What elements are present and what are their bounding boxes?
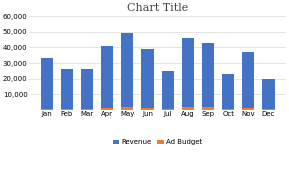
Bar [141,108,153,110]
Bar [162,71,174,110]
Bar [61,69,73,110]
Bar [141,49,153,110]
Bar [101,46,113,110]
Bar [121,33,133,110]
Bar [222,109,234,110]
Title: Chart Title: Chart Title [127,3,188,13]
Bar [101,108,113,110]
Bar [81,69,93,110]
Bar [242,52,254,110]
Bar [242,108,254,110]
Bar [222,74,234,110]
Bar [202,107,214,110]
Bar [81,109,93,110]
Bar [182,38,194,110]
Bar [182,107,194,110]
Bar [202,43,214,110]
Bar [61,109,73,110]
Legend: Revenue, Ad Budget: Revenue, Ad Budget [112,140,203,145]
Bar [41,109,53,110]
Bar [262,79,275,110]
Bar [262,109,275,110]
Bar [41,58,53,110]
Bar [121,107,133,110]
Bar [162,109,174,110]
